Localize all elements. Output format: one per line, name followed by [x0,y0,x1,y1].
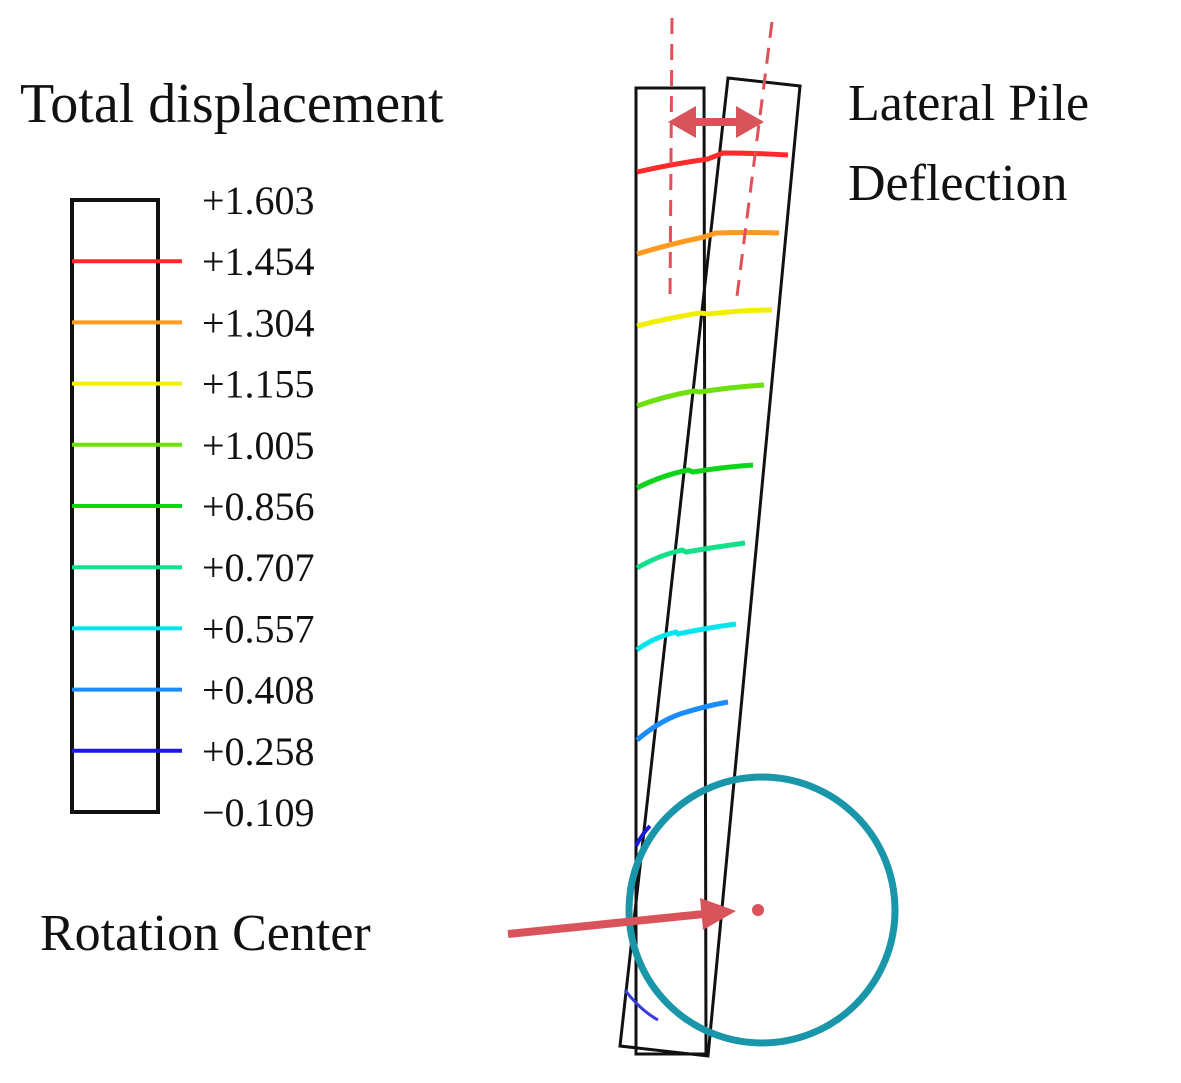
legend-value: +1.454 [202,239,315,284]
rotation-arrow-shaft [507,910,705,938]
legend: Total displacement +1.603+1.454+1.304+1.… [20,73,444,835]
contour-0707 [635,540,746,571]
rotation-center-label: Rotation Center [40,905,371,962]
contour-lines [623,150,789,1022]
legend-value: +0.707 [202,545,315,590]
dashed-axis-deflected [734,21,774,305]
legend-value: +1.304 [202,300,315,345]
deflection-label-line2: Deflection [848,155,1067,212]
legend-value: +1.005 [202,423,315,468]
dashed-axis-original [668,17,674,301]
legend-value: +0.856 [202,484,315,529]
rotation-center-dot [752,904,764,916]
contour-0408 [635,699,729,742]
rotation-center-marker [625,773,899,1047]
legend-value: −0.109 [202,790,315,835]
deflection-arrow-left-head [668,106,696,138]
contour-0856 [635,462,754,491]
legend-value: +0.258 [202,729,315,774]
rotation-center-arrow [507,898,736,938]
legend-value: +1.603 [202,178,315,223]
legend-value: +0.557 [202,606,315,651]
original-pile [634,86,708,1056]
legend-title: Total displacement [20,73,444,135]
legend-value: +0.408 [202,668,315,713]
reference-lines [668,17,774,305]
deflection-label-line1: Lateral Pile [848,75,1089,132]
legend-entries: +1.603 +1.454 +1.304 +1.155 +1.005 +0.856 +0.7… [72,178,315,835]
legend-value: +1.155 [202,362,315,407]
deflection-arrow-right-head [736,106,764,138]
contour-1454 [636,150,789,175]
rotation-circle [625,773,899,1047]
rotation-arrow-head [700,898,736,930]
contour-1304 [636,230,780,257]
contour-0258 [634,824,652,847]
contour-0557 [635,621,737,652]
deflection-arrow [668,106,764,138]
contour-base [623,989,659,1022]
contour-1155 [636,307,773,329]
original-pile-outline [634,86,708,1056]
contour-1005 [636,382,765,409]
